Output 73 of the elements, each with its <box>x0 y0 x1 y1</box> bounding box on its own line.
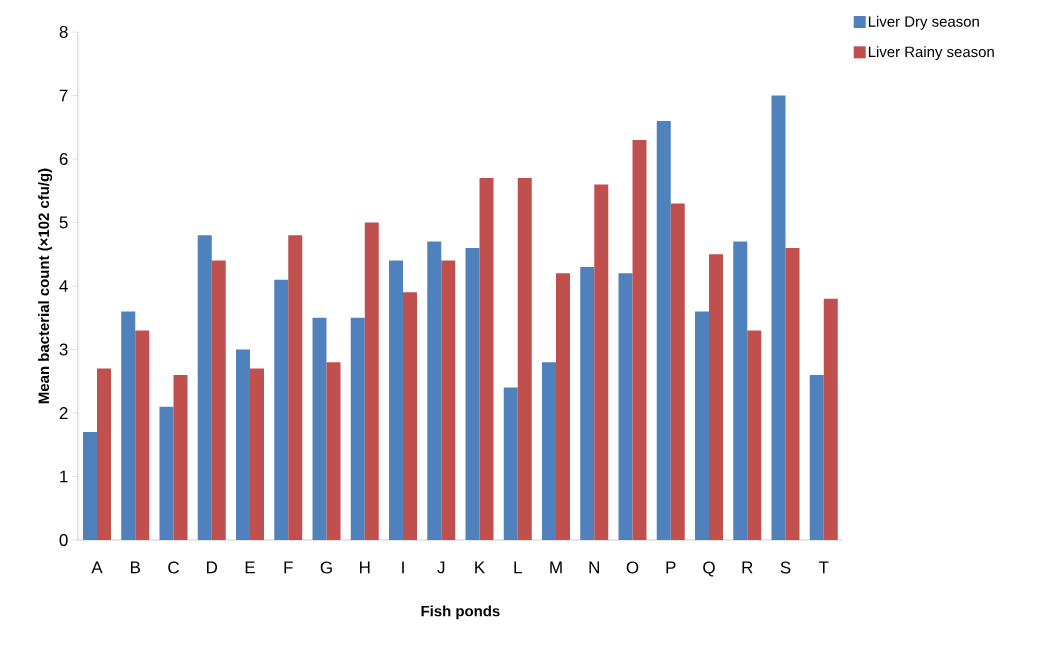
bar <box>427 241 442 540</box>
bar <box>121 311 136 540</box>
bar <box>312 317 327 540</box>
bar <box>785 247 800 540</box>
y-tick-label: 1 <box>60 470 68 483</box>
y-tick-label: 8 <box>59 26 68 38</box>
x-tick-label: T <box>818 561 829 574</box>
bar <box>83 432 97 540</box>
bar <box>364 222 379 540</box>
x-tick-label: O <box>626 561 639 574</box>
bar <box>809 374 824 540</box>
bar <box>97 368 111 540</box>
x-tick-label: H <box>360 561 370 574</box>
bar <box>250 368 264 540</box>
bar <box>632 139 647 540</box>
bar <box>656 120 671 540</box>
x-tick-label: E <box>245 561 255 574</box>
bar <box>556 273 571 540</box>
x-tick-label: N <box>589 561 599 574</box>
bar <box>159 406 174 540</box>
x-tick-label: A <box>91 561 103 574</box>
bar <box>465 247 480 540</box>
legend-label: Liver Rainy season <box>868 46 994 61</box>
y-tick-label: 4 <box>59 280 68 292</box>
x-tick-label: K <box>475 561 485 574</box>
x-tick-label: R <box>742 561 753 574</box>
bar <box>594 184 609 540</box>
bar <box>823 298 838 540</box>
x-tick-label: L <box>514 561 522 574</box>
bar <box>274 279 289 540</box>
x-tick-label: C <box>168 561 179 574</box>
bar <box>211 260 226 540</box>
x-tick-label: I <box>402 561 404 574</box>
bar <box>173 374 188 540</box>
x-tick-label: B <box>130 561 141 574</box>
bar <box>580 266 595 540</box>
x-tick-label: J <box>437 561 445 574</box>
x-tick-label: F <box>284 561 293 574</box>
x-tick-label: G <box>320 561 332 574</box>
x-tick-label: Q <box>703 561 715 577</box>
x-tick-label: M <box>550 561 562 574</box>
bar <box>288 235 303 540</box>
bar <box>389 260 403 540</box>
x-tick-label: S <box>780 561 791 574</box>
x-tick-label: D <box>207 561 218 574</box>
x-tick-label: P <box>666 561 676 574</box>
bar <box>771 95 786 540</box>
bar <box>403 292 417 540</box>
bar <box>517 178 532 540</box>
bar <box>503 387 518 540</box>
legend-label: Liver Dry season <box>868 15 979 30</box>
y-tick-label: 5 <box>59 216 68 229</box>
y-tick-label: 2 <box>59 407 68 419</box>
bar <box>479 178 494 540</box>
y-tick-label: 6 <box>59 153 68 165</box>
bar <box>135 330 150 540</box>
bar <box>236 349 250 540</box>
y-tick-label: 3 <box>59 343 68 356</box>
y-axis-title: Mean bacterial count (×102 cfu/g) <box>38 168 53 404</box>
x-axis-title: Fish ponds <box>421 605 500 620</box>
bar <box>350 317 365 540</box>
bar <box>542 362 556 540</box>
y-tick-label: 0 <box>59 534 68 546</box>
bar <box>747 330 762 540</box>
bar <box>197 235 212 540</box>
bar <box>618 273 633 540</box>
bar <box>695 311 710 540</box>
bar <box>709 254 724 540</box>
bar <box>441 260 456 540</box>
y-tick-label: 7 <box>59 89 68 102</box>
bar <box>326 362 341 540</box>
bar <box>733 241 748 540</box>
bar <box>670 203 685 540</box>
